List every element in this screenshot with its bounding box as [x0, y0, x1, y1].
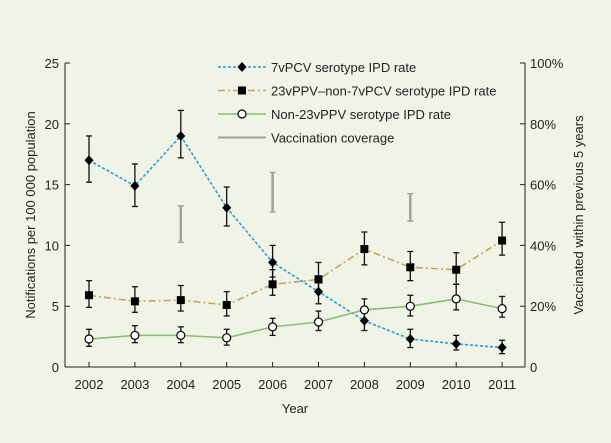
y-tick-label: 15 [45, 178, 59, 193]
y-tick-label: 0 [52, 360, 59, 375]
legend-label: Non-23vPPV serotype IPD rate [271, 107, 451, 122]
data-point [451, 338, 461, 349]
data-point [84, 334, 94, 344]
y-tick-label: 5 [52, 299, 59, 314]
legend-marker [237, 109, 247, 119]
series-line [88, 298, 503, 340]
data-point [497, 304, 507, 314]
data-point [130, 297, 139, 306]
data-point [222, 202, 232, 213]
data-point [268, 322, 278, 332]
y2-tick-label: 60% [530, 178, 556, 193]
x-tick-label: 2010 [442, 377, 471, 392]
data-point [314, 275, 323, 284]
data-point [176, 296, 185, 305]
legend-label: 23vPPV–non-7vPCV serotype IPD rate [271, 84, 496, 99]
y-tick-label: 10 [45, 238, 59, 253]
x-tick-label: 2009 [396, 377, 425, 392]
data-point [176, 330, 186, 340]
x-tick-label: 2007 [304, 377, 333, 392]
y-axis-label: Notifications per 100 000 population [23, 111, 38, 318]
y2-tick-label: 20% [530, 299, 556, 314]
data-point [359, 305, 369, 315]
data-point [130, 330, 140, 340]
x-tick-label: 2002 [75, 377, 104, 392]
x-tick-label: 2008 [350, 377, 379, 392]
y2-tick-label: 40% [530, 238, 556, 253]
x-tick-label: 2003 [120, 377, 149, 392]
x-tick-label: 2006 [258, 377, 287, 392]
legend-marker [238, 86, 246, 95]
data-point [222, 300, 231, 309]
y-tick-label: 20 [45, 117, 59, 132]
x-tick-label: 2004 [166, 377, 195, 392]
y2-tick-label: 0 [530, 360, 537, 375]
y2-tick-label: 100% [530, 56, 564, 71]
data-point [268, 280, 277, 289]
x-axis-label: Year [282, 401, 309, 416]
legend-label: Vaccination coverage [271, 131, 394, 146]
x-tick-label: 2005 [212, 377, 241, 392]
y2-tick-label: 80% [530, 117, 556, 132]
data-point [313, 317, 324, 327]
data-point [451, 294, 461, 304]
data-point [222, 333, 232, 343]
data-point [452, 265, 461, 274]
data-point [497, 342, 507, 353]
y2-axis-label: Vaccinated within previous 5 years [571, 115, 586, 315]
data-point [406, 263, 415, 272]
series-line [88, 239, 503, 306]
x-tick-label: 2011 [488, 377, 516, 392]
legend-marker [237, 62, 247, 72]
data-point [130, 180, 140, 191]
data-point [359, 315, 369, 326]
data-point [360, 245, 369, 254]
data-point [84, 155, 94, 166]
data-point [176, 130, 186, 141]
data-point [405, 334, 415, 345]
y-tick-label: 25 [45, 56, 59, 71]
data-point [85, 291, 93, 300]
series-line [88, 134, 503, 349]
legend-label: 7vPCV serotype IPD rate [271, 60, 416, 75]
data-point [405, 301, 415, 311]
data-point [268, 257, 278, 268]
data-point [498, 236, 507, 245]
